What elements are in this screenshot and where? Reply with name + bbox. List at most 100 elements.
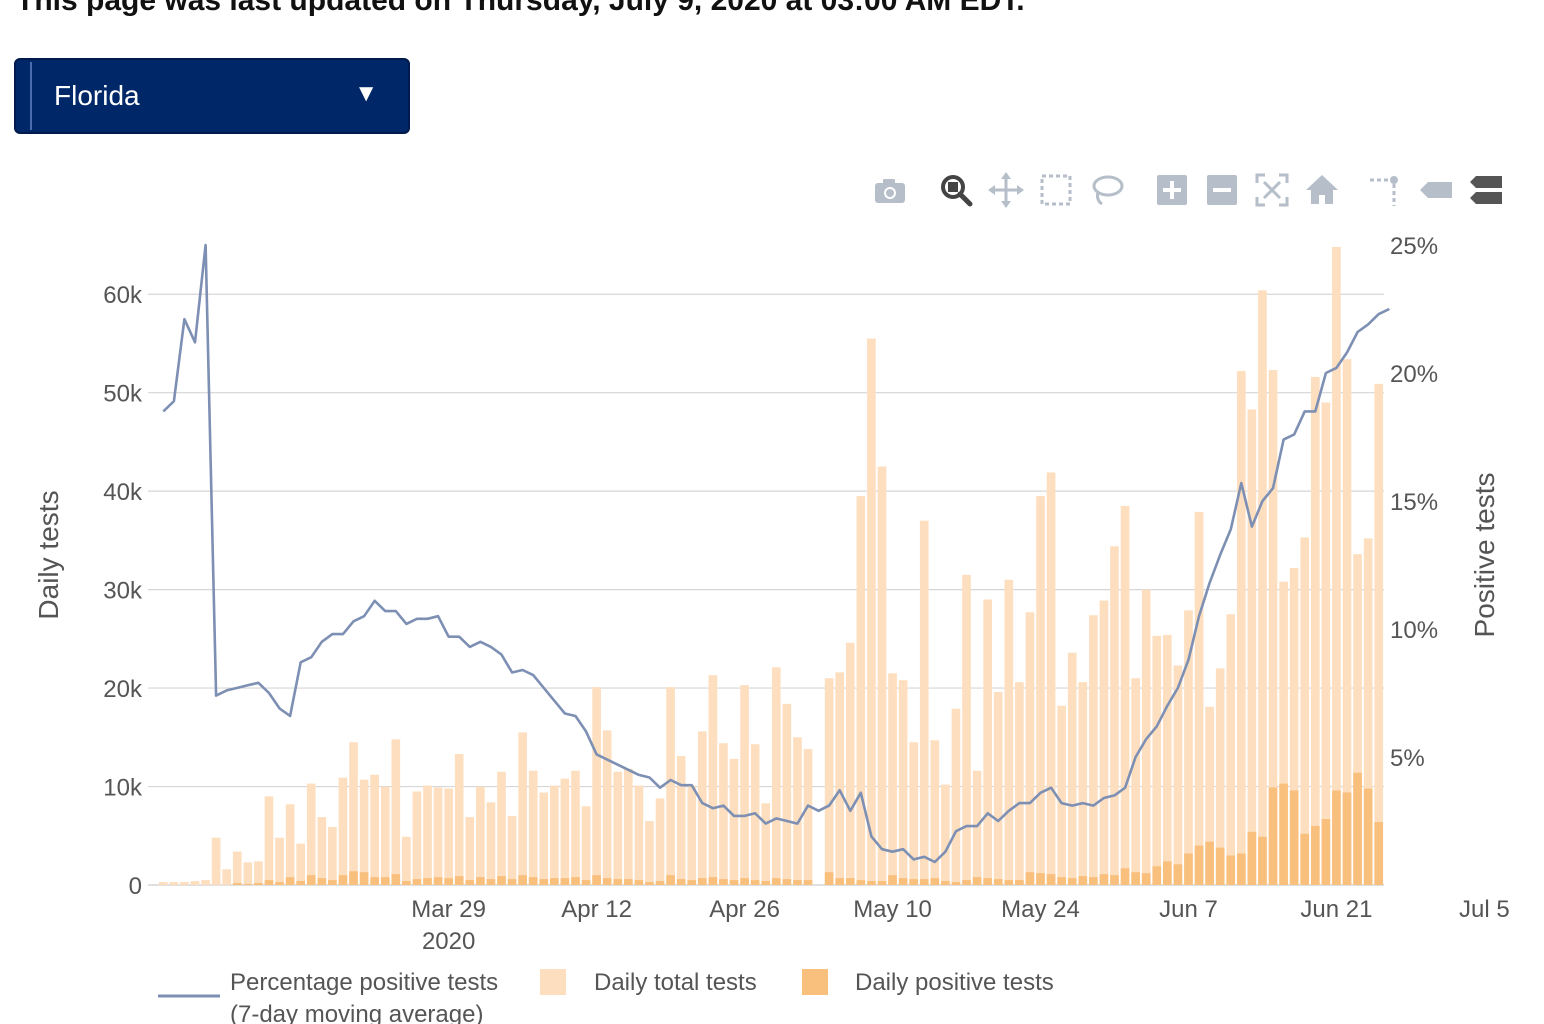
positive-tests-bar [412, 879, 422, 885]
total-tests-bar [243, 862, 253, 885]
positive-tests-bar [1215, 847, 1225, 885]
positive-tests-bar [602, 878, 612, 885]
positive-tests-bar [1152, 866, 1162, 885]
positive-tests-bar [824, 872, 834, 885]
y-left-tick-label: 20k [103, 676, 143, 703]
zoom-out-icon[interactable] [1202, 170, 1242, 210]
total-tests-bar [1353, 554, 1362, 885]
positive-tests-bar [1332, 790, 1341, 885]
positive-tests-bar [740, 878, 749, 885]
positive-tests-bar [993, 879, 1003, 885]
positive-tests-bar [423, 878, 432, 885]
positive-tests-bar [465, 880, 475, 885]
hover-compare-icon[interactable] [1466, 170, 1506, 210]
total-tests-bar [550, 785, 559, 885]
total-tests-bar [317, 817, 327, 885]
reset-axes-icon[interactable] [1302, 170, 1342, 210]
positive-tests-bar [729, 880, 739, 885]
total-tests-bar [1120, 505, 1130, 885]
x-tick-label: Jul 5 [1459, 896, 1510, 923]
y-right-tick-label: 15% [1390, 489, 1438, 516]
total-tests-bar [1310, 376, 1320, 885]
positive-tests-bar [719, 879, 728, 885]
box-select-icon[interactable] [1036, 170, 1076, 210]
total-tests-bar [1289, 567, 1299, 885]
positive-tests-bar [793, 880, 802, 885]
total-tests-bar [497, 771, 506, 885]
total-tests-bar [1374, 383, 1384, 885]
total-tests-bar [993, 692, 1003, 885]
positive-tests-bar [1374, 821, 1384, 885]
x-tick-label: May 24 [1001, 896, 1080, 923]
positive-tests-bar [1110, 875, 1119, 885]
x-tick-label: May 10 [853, 896, 932, 923]
positive-tests-bar [507, 879, 517, 885]
total-tests-bar [180, 882, 189, 885]
total-tests-bar [697, 731, 707, 885]
total-tests-bar [719, 743, 728, 885]
zoom-in-icon[interactable] [1152, 170, 1192, 210]
total-tests-bar [1173, 665, 1183, 885]
positive-tests-bar [1025, 872, 1035, 885]
legend-total-swatch [540, 969, 566, 995]
total-tests-bar [1194, 511, 1204, 885]
chart-legend[interactable]: Percentage positive tests (7-day moving a… [158, 969, 1054, 1024]
total-tests-bar [1036, 496, 1045, 885]
total-tests-bar [328, 826, 337, 885]
positive-tests-bar [697, 878, 707, 885]
positive-tests-bar [877, 881, 887, 885]
total-tests-bar [793, 737, 802, 885]
positive-tests-bar [306, 875, 316, 885]
positive-tests-bar [497, 876, 506, 885]
positive-tests-bar [1236, 853, 1246, 885]
total-tests-bar [771, 667, 781, 885]
positive-tests-bar [370, 877, 379, 885]
state-select-value: Florida [54, 80, 140, 111]
total-tests-bar [581, 806, 591, 885]
y-left-tick-label: 60k [103, 282, 143, 309]
total-tests-bar [1205, 706, 1214, 885]
positive-tests-bar [380, 877, 390, 885]
total-tests-bar [433, 787, 443, 885]
total-tests-bar [687, 785, 697, 885]
total-tests-bar [835, 672, 845, 885]
positive-tests-bar [645, 882, 654, 885]
positive-tests-bar [898, 878, 908, 885]
positive-tests-bar [1300, 833, 1310, 885]
hover-closest-icon[interactable] [1416, 170, 1456, 210]
positive-tests-bar [655, 881, 665, 885]
camera-icon[interactable] [870, 170, 910, 210]
total-tests-bar [454, 754, 464, 885]
lasso-select-icon[interactable] [1086, 170, 1126, 210]
legend-label-positive-tests: Daily positive tests [855, 969, 1054, 996]
positive-tests-bar [454, 876, 464, 885]
y-right-tick-label: 10% [1390, 617, 1438, 644]
positive-tests-bar [1194, 845, 1204, 885]
positive-tests-bar [888, 875, 897, 885]
positive-tests-bar [550, 878, 559, 885]
positive-tests-bar [1015, 880, 1024, 885]
total-tests-bar [476, 786, 485, 885]
positive-tests-bar [486, 879, 496, 885]
total-tests-bar [169, 882, 179, 885]
chart-bars [158, 246, 1384, 885]
y-right-tick-label: 20% [1390, 361, 1438, 388]
total-tests-bar [1099, 600, 1109, 885]
positive-tests-bar [867, 881, 876, 885]
state-select[interactable]: Florida ▼ [14, 58, 410, 134]
x-tick-label: Jun 7 [1159, 896, 1218, 923]
total-tests-bar [338, 777, 348, 885]
positive-tests-bar [634, 880, 644, 885]
autoscale-icon[interactable] [1252, 170, 1292, 210]
total-tests-bar [391, 739, 401, 885]
x-tick-label: Mar 29 [411, 896, 486, 923]
total-tests-bar [845, 642, 855, 885]
positive-tests-bar [1173, 864, 1183, 885]
positive-tests-bar [1279, 783, 1288, 885]
positive-tests-bar [1353, 772, 1362, 885]
positive-tests-bar [613, 879, 623, 885]
spike-lines-icon[interactable] [1366, 170, 1406, 210]
zoom-icon[interactable] [936, 170, 976, 210]
total-tests-bar [1247, 409, 1257, 885]
pan-icon[interactable] [986, 170, 1026, 210]
